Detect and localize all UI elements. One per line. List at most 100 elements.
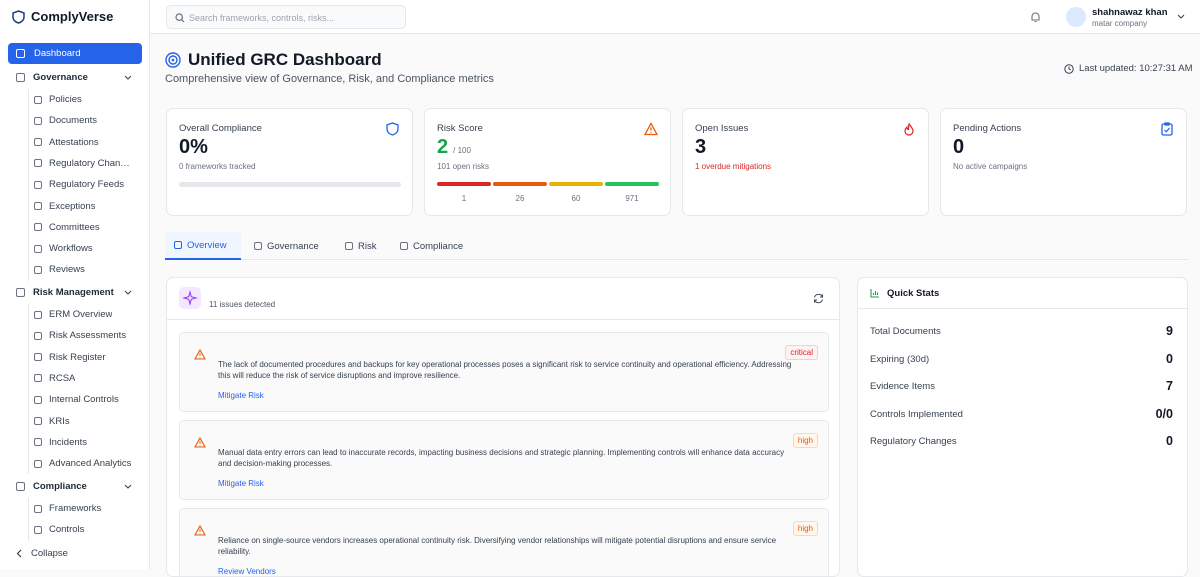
nav-icon [34,504,42,513]
refresh-button[interactable] [813,293,824,304]
nav-group[interactable]: Governance [0,66,148,88]
nav-icon [34,417,42,425]
nav-item[interactable]: Workflows [0,238,148,259]
nav-item[interactable]: Regulatory Changes [0,153,148,174]
sidebar: ComplyVerse Dashboard Governance Policies D… [0,0,150,569]
card-icon [902,122,916,141]
tab-active[interactable]: Overview [165,232,241,260]
notifications-button[interactable] [1030,11,1041,23]
issues-summary: 11 issues detected [209,300,276,309]
user-avatar[interactable] [1066,7,1086,27]
issue-card: high Manual data entry errors can lead to… [179,420,829,500]
panel-divider [858,308,1189,309]
card-value: 3 [695,136,707,158]
nav-item[interactable]: Attestations [0,132,148,153]
last-updated: Last updated: 10:27:31 AM [1064,63,1193,74]
nav-label: Regulatory Feeds [49,179,124,191]
tab-label: Overview [187,239,227,251]
stat-value: 0 [1166,351,1173,366]
card-value: 2 [437,136,449,158]
brand-icon [12,9,25,24]
warning-icon [194,523,206,541]
nav-item[interactable]: ERM Overview [0,304,148,325]
tab[interactable]: Compliance [391,232,477,260]
nav-item[interactable]: Risk Register [0,347,148,368]
search-box[interactable]: Search frameworks, controls, risks... [166,5,406,29]
issue-card: critical The lack of documented procedure… [179,332,829,412]
nav-item[interactable]: KRIs [0,411,148,432]
stat-card: Open Issues 3 1 overdue mitigations [682,108,929,216]
card-label: Pending Actions [953,123,1022,134]
tab[interactable]: Risk [336,232,378,260]
card-icon [643,122,659,141]
card-label: Open Issues [695,123,749,134]
user-menu[interactable] [1177,14,1185,20]
card-label: Overall Compliance [179,123,262,134]
nav-item[interactable]: Risk Assessments [0,325,148,346]
stat-value: 0/0 [1155,406,1173,421]
nav-item[interactable]: Exceptions [0,196,148,217]
nav-item[interactable]: RCSA [0,368,148,389]
panel-divider [167,319,839,320]
collapse-button[interactable]: Collapse [0,546,148,560]
nav-label: Risk Register [49,351,106,363]
severity-badge: critical [785,345,818,360]
stat-value: 0 [1166,434,1173,448]
nav-item[interactable]: Frameworks [0,498,148,519]
page-title: Unified GRC Dashboard [188,50,382,69]
nav-label: Advanced Analytics [49,458,132,470]
card-value-row: 0 [953,136,964,159]
nav-item[interactable]: Controls [0,519,148,540]
nav-icon [34,159,42,168]
group-chevron [124,288,132,299]
card-icon [1160,122,1174,141]
nav-label: Internal Controls [49,394,119,406]
card-value: 0 [953,136,965,158]
issue-text: Manual data entry errors can lead to ina… [218,448,785,468]
nav-label: Attestations [49,136,99,148]
card-value-row: 0% [179,136,208,159]
nav-item-active[interactable]: Dashboard [8,43,142,64]
stat-label: Total Documents [870,326,941,337]
card-value-row: 3 [695,136,706,159]
nav-item[interactable]: Policies [0,89,148,110]
group-icon [16,72,25,82]
nav-label: Controls [49,524,85,536]
nav-group[interactable]: Compliance [0,475,148,497]
nav-label: Policies [49,94,82,105]
nav-item[interactable]: Documents [0,110,148,131]
header: Search frameworks, controls, risks... sh… [150,0,1200,34]
stat-card: Risk Score 2 / 100 101 open risks 1 26 60 971 [424,108,671,216]
quick-stats-title: Quick Stats [887,288,940,299]
issue-action[interactable]: Mitigate Risk [218,391,264,400]
brand: ComplyVerse [12,9,113,24]
nav-label: Frameworks [49,503,102,514]
nav-label: Exceptions [49,200,96,212]
card-note: No active campaigns [953,162,1028,171]
tab-icon [174,241,182,249]
warning-icon [194,347,206,365]
nav-item[interactable]: Incidents [0,432,148,453]
issue-action[interactable]: Review Vendors [218,567,276,576]
nav-group[interactable]: Risk Management [0,281,148,303]
nav-item[interactable]: Advanced Analytics [0,453,148,474]
nav-label: Incidents [49,436,88,448]
nav-icon [34,223,42,232]
collapse-label: Collapse [31,547,68,559]
tab[interactable]: Governance [245,232,325,260]
nav-icon [34,180,42,189]
issue-action[interactable]: Mitigate Risk [218,479,264,488]
nav-item[interactable]: Committees [0,217,148,238]
issue-text: The lack of documented procedures and ba… [218,360,792,380]
risk-level-count: 1 [461,194,467,203]
search-placeholder: Search frameworks, controls, risks... [189,13,335,23]
progress-bar [179,182,401,187]
card-note: 101 open risks [437,162,490,171]
nav-icon [34,310,42,319]
nav-item[interactable]: Reviews [0,259,148,280]
nav-item[interactable]: Internal Controls [0,389,148,410]
title-icon [165,52,181,68]
nav-item[interactable]: Regulatory Feeds [0,174,148,195]
user-name: shahnawaz khan [1092,7,1168,18]
tab-divider [165,259,1188,260]
